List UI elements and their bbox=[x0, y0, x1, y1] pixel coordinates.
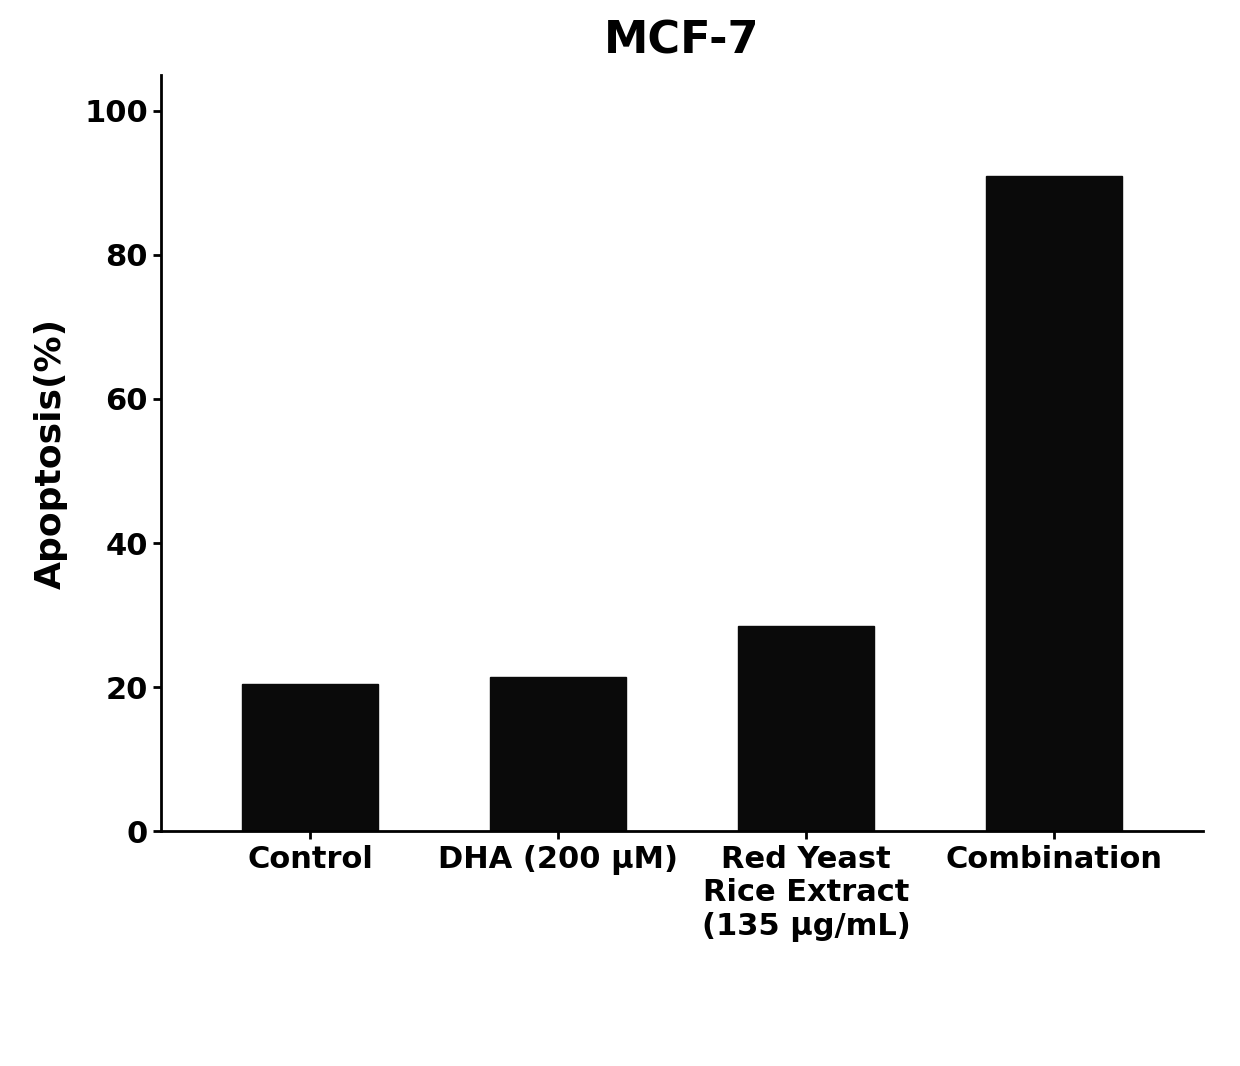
Bar bbox=[242, 683, 378, 831]
Bar bbox=[738, 626, 874, 831]
Bar bbox=[986, 176, 1122, 831]
Bar bbox=[490, 677, 626, 831]
Title: MCF-7: MCF-7 bbox=[604, 20, 760, 63]
Y-axis label: Apoptosis(%): Apoptosis(%) bbox=[33, 318, 68, 588]
